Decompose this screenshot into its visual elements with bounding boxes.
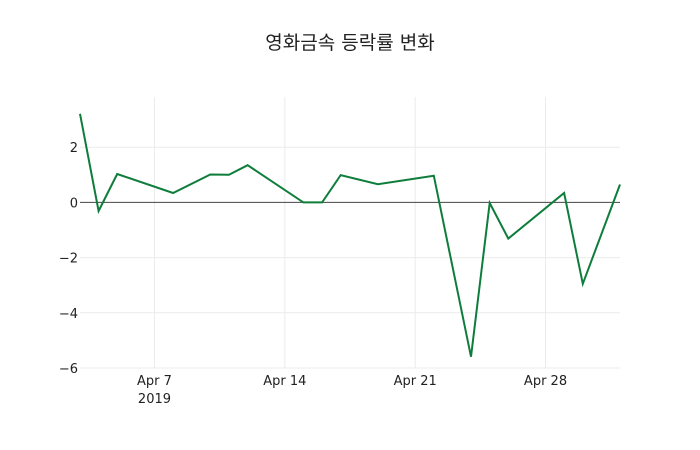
x-tick-label: Apr 14 [263, 374, 306, 389]
x-axis-ticks: Apr 7 2019 Apr 14 Apr 21 Apr 28 [137, 374, 567, 407]
y-axis-ticks: 2 0 −2 −4 −6 [59, 141, 78, 377]
x-tick-year-label: 2019 [138, 392, 171, 407]
y-tick-label: −6 [59, 362, 78, 377]
y-tick-label: −4 [59, 307, 78, 322]
chart-title: 영화금속 등락률 변화 [265, 32, 435, 54]
x-tick-label: Apr 28 [524, 374, 567, 389]
x-tick-label: Apr 21 [394, 374, 437, 389]
y-tick-label: 2 [70, 141, 78, 156]
y-tick-label: 0 [70, 196, 78, 211]
gridlines [80, 97, 620, 369]
series-line [79, 113, 621, 357]
x-tick-label: Apr 7 [137, 374, 172, 389]
series-line [79, 113, 621, 357]
y-tick-label: −2 [59, 252, 78, 267]
